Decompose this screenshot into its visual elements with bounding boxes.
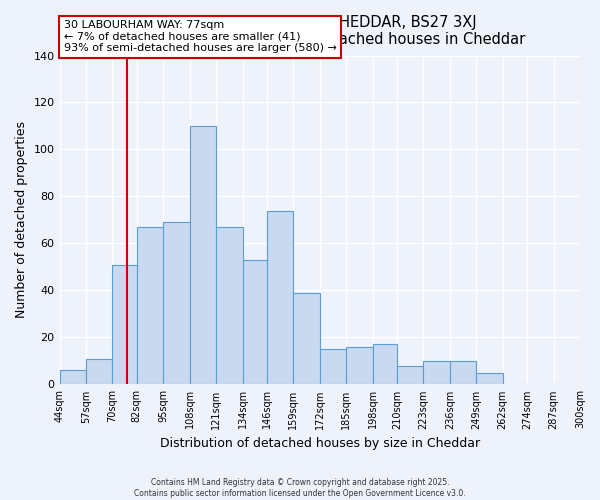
Bar: [86, 358, 112, 384]
Bar: [216, 227, 242, 384]
Bar: [293, 293, 320, 384]
Bar: [59, 370, 86, 384]
Text: 30 LABOURHAM WAY: 77sqm
← 7% of detached houses are smaller (41)
93% of semi-det: 30 LABOURHAM WAY: 77sqm ← 7% of detached…: [64, 20, 337, 53]
Bar: [373, 344, 397, 385]
Y-axis label: Number of detached properties: Number of detached properties: [15, 122, 28, 318]
X-axis label: Distribution of detached houses by size in Cheddar: Distribution of detached houses by size …: [160, 437, 480, 450]
Text: Contains HM Land Registry data © Crown copyright and database right 2025.
Contai: Contains HM Land Registry data © Crown c…: [134, 478, 466, 498]
Title: 30, LABOURHAM WAY, CHEDDAR, BS27 3XJ
Size of property relative to detached house: 30, LABOURHAM WAY, CHEDDAR, BS27 3XJ Siz…: [115, 15, 525, 48]
Bar: [190, 126, 216, 384]
Bar: [346, 347, 373, 385]
Bar: [320, 349, 346, 384]
Bar: [476, 372, 503, 384]
Bar: [242, 260, 267, 384]
Bar: [112, 264, 137, 384]
Bar: [267, 210, 293, 384]
Bar: [137, 227, 163, 384]
Bar: [397, 366, 424, 384]
Bar: [163, 222, 190, 384]
Bar: [424, 361, 450, 384]
Bar: [450, 361, 476, 384]
